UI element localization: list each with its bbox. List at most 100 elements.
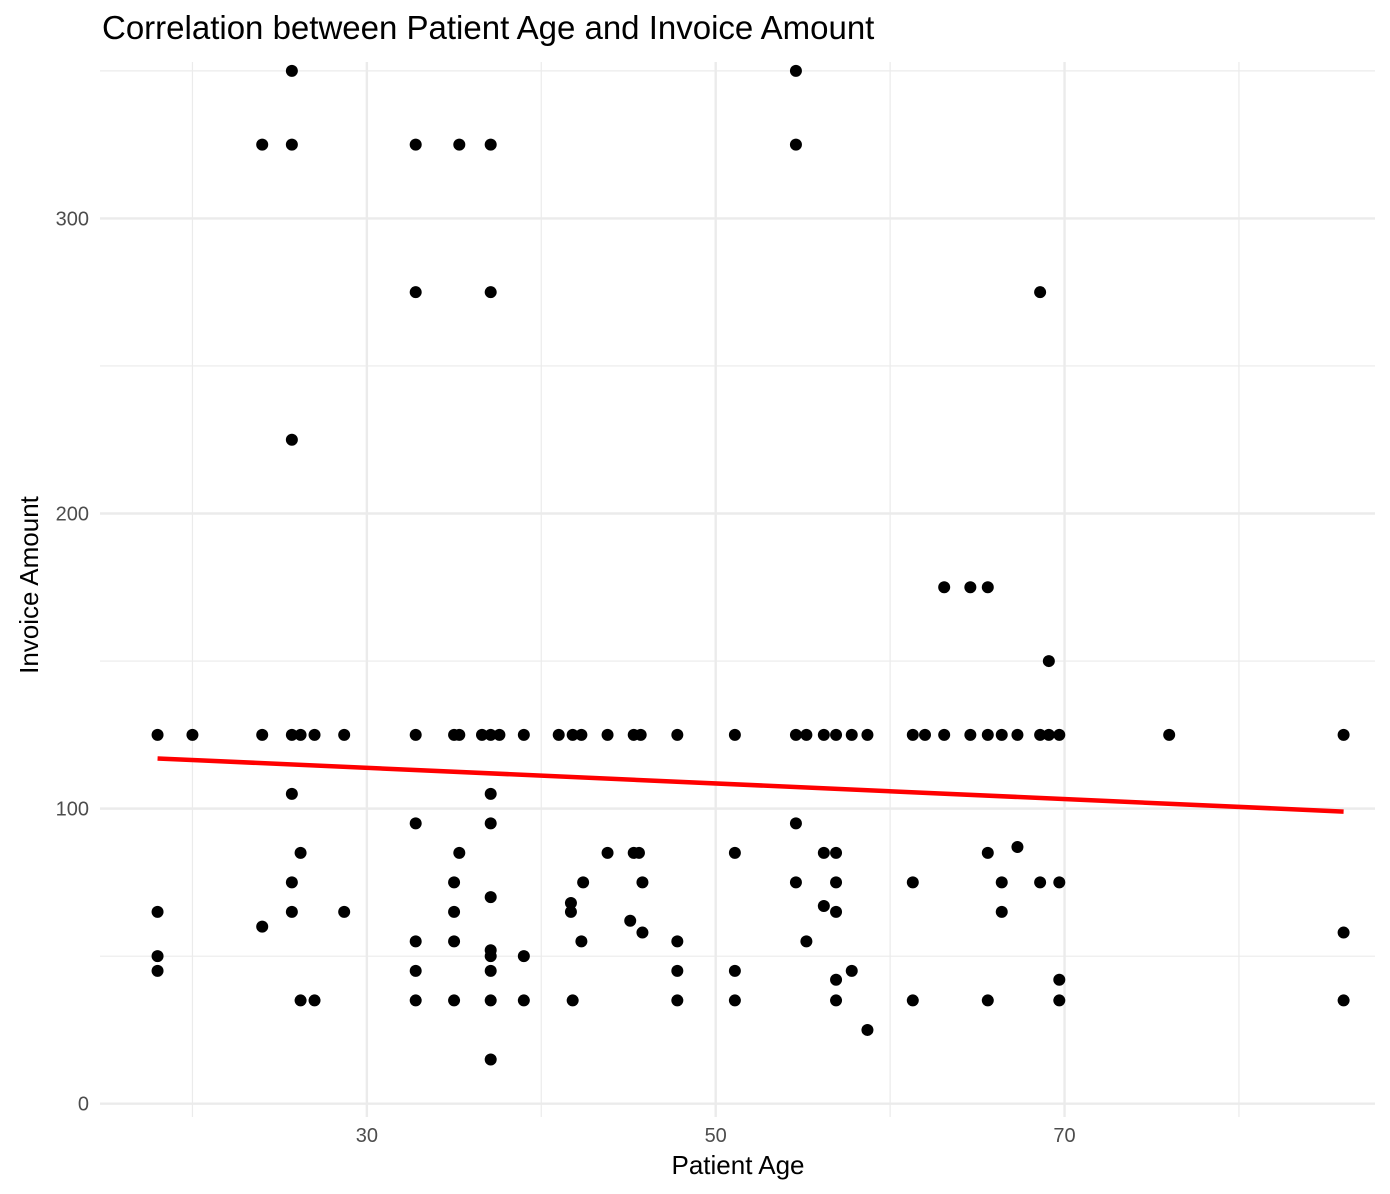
data-point	[577, 876, 590, 889]
trend-line	[157, 756, 1344, 814]
data-point	[1042, 655, 1055, 668]
data-point	[448, 876, 461, 889]
data-point	[1011, 728, 1024, 741]
data-point	[448, 905, 461, 918]
data-point	[1053, 973, 1066, 986]
data-point	[636, 876, 649, 889]
data-point	[817, 846, 830, 859]
data-point	[995, 905, 1008, 918]
data-point	[981, 581, 994, 594]
data-point	[817, 900, 830, 912]
data-point	[981, 846, 994, 859]
data-point	[728, 728, 741, 741]
data-point	[151, 950, 164, 963]
data-point	[285, 787, 298, 800]
y-tick-label: 0	[78, 1094, 89, 1116]
data-point	[938, 728, 951, 741]
tick-labels: 30 50 70 0 100 200 300	[56, 208, 1076, 1147]
data-point	[964, 728, 977, 741]
data-point	[453, 728, 466, 741]
data-point	[636, 926, 649, 939]
data-point	[906, 876, 919, 889]
data-point	[338, 728, 351, 741]
data-point	[186, 728, 199, 741]
data-point	[830, 728, 843, 741]
y-tick-label: 200	[56, 504, 89, 526]
data-point	[817, 728, 830, 741]
data-point	[981, 728, 994, 741]
x-tick-label: 50	[705, 1125, 727, 1147]
chart-title: Correlation between Patient Age and Invo…	[102, 9, 874, 46]
data-point	[256, 728, 269, 741]
data-point	[409, 286, 422, 299]
data-point	[285, 728, 298, 741]
data-point	[728, 964, 741, 977]
data-point	[409, 964, 422, 977]
data-point	[789, 64, 802, 77]
data-point	[624, 914, 637, 927]
data-point	[448, 935, 461, 948]
data-point	[789, 138, 802, 151]
data-point	[800, 935, 813, 948]
data-point	[981, 994, 994, 1007]
data-point	[453, 138, 466, 151]
data-point	[671, 728, 684, 741]
data-point	[453, 846, 466, 859]
x-tick-label: 70	[1053, 1125, 1075, 1147]
data-point	[151, 728, 164, 741]
data-point	[338, 905, 351, 918]
data-point	[728, 994, 741, 1007]
data-point	[995, 728, 1008, 741]
data-point	[256, 920, 269, 933]
data-point	[564, 905, 577, 918]
data-point	[308, 994, 321, 1007]
data-point	[151, 905, 164, 918]
data-point	[484, 286, 497, 299]
data-point	[484, 728, 497, 741]
data-point	[409, 138, 422, 151]
data-point	[448, 994, 461, 1007]
data-point	[830, 876, 843, 889]
data-point	[409, 728, 422, 741]
data-point	[1337, 926, 1350, 939]
data-point	[484, 950, 497, 963]
data-point	[830, 846, 843, 859]
data-point	[484, 787, 497, 800]
data-point	[151, 964, 164, 977]
data-point	[1053, 994, 1066, 1007]
data-point	[671, 935, 684, 948]
data-point	[484, 138, 497, 151]
data-point	[564, 897, 577, 910]
data-point	[789, 817, 802, 830]
data-point	[285, 876, 298, 889]
data-point	[256, 138, 269, 151]
data-point	[285, 64, 298, 77]
data-point	[484, 817, 497, 830]
data-point	[285, 138, 298, 151]
data-point	[294, 728, 307, 741]
data-point	[409, 994, 422, 1007]
data-point	[484, 994, 497, 1007]
data-point	[409, 935, 422, 948]
data-point	[632, 846, 645, 859]
data-point	[517, 728, 530, 741]
data-point	[634, 728, 647, 741]
x-tick-label: 30	[356, 1125, 378, 1147]
data-point	[1337, 994, 1350, 1007]
data-point	[566, 728, 579, 741]
data-point	[861, 728, 874, 741]
data-point	[906, 994, 919, 1007]
data-point	[409, 817, 422, 830]
data-point	[964, 581, 977, 594]
data-point	[601, 846, 614, 859]
data-point	[1034, 286, 1047, 299]
data-point	[1034, 876, 1047, 889]
points-layer	[151, 64, 1350, 1066]
data-point	[1034, 728, 1047, 741]
data-point	[995, 876, 1008, 889]
data-point	[1337, 728, 1350, 741]
data-point	[671, 994, 684, 1007]
data-point	[285, 433, 298, 446]
